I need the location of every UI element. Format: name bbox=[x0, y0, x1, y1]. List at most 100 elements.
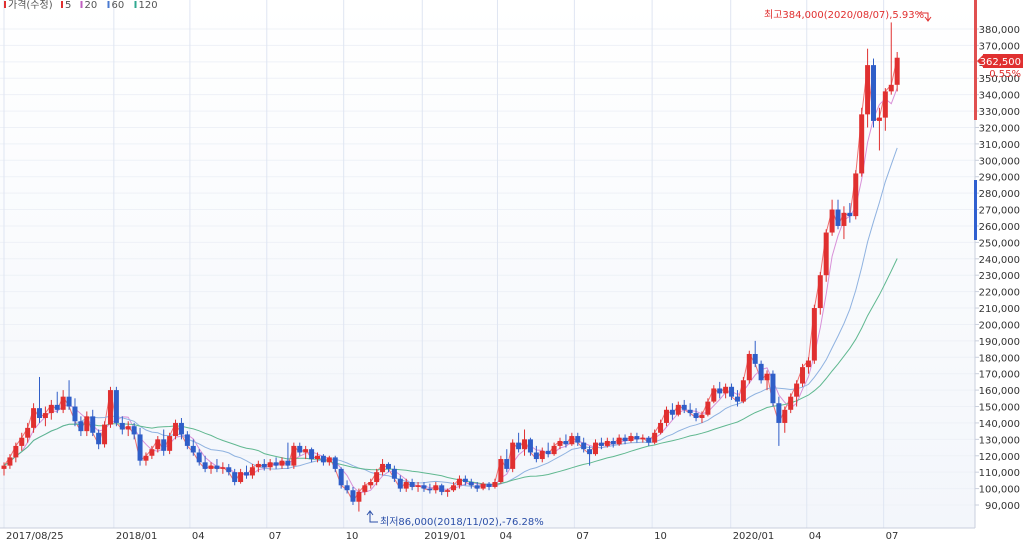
candle bbox=[190, 439, 196, 456]
candle bbox=[279, 457, 285, 469]
candle bbox=[646, 436, 652, 446]
candle bbox=[705, 398, 711, 417]
price-badge-text: 362,500 bbox=[980, 57, 1021, 68]
candle bbox=[545, 442, 551, 458]
candle-body bbox=[173, 422, 179, 437]
candle bbox=[888, 22, 894, 95]
candle bbox=[628, 432, 634, 443]
candle bbox=[610, 437, 616, 448]
candle bbox=[397, 475, 403, 492]
candle bbox=[859, 107, 865, 177]
candle-body bbox=[320, 455, 326, 463]
y-tick-label: 340,000 bbox=[979, 91, 1020, 102]
candle-body bbox=[350, 490, 356, 502]
candle bbox=[244, 465, 250, 479]
candle-body bbox=[752, 353, 758, 364]
candle-body bbox=[125, 426, 131, 430]
candle-body bbox=[161, 439, 167, 451]
candle-body bbox=[25, 427, 31, 438]
candle-body bbox=[332, 457, 338, 469]
candle-body bbox=[758, 363, 764, 381]
candle bbox=[149, 445, 155, 460]
candle bbox=[202, 455, 208, 473]
candle-body bbox=[462, 478, 468, 483]
x-tick-label: 07 bbox=[269, 531, 282, 541]
candle bbox=[403, 478, 409, 492]
candle bbox=[31, 403, 37, 433]
candle bbox=[13, 442, 19, 463]
candle bbox=[533, 445, 539, 463]
candle-body bbox=[214, 465, 220, 469]
candle-body bbox=[84, 416, 90, 432]
candle bbox=[794, 380, 800, 407]
candle bbox=[817, 271, 823, 315]
y-tick-label: 310,000 bbox=[979, 140, 1020, 151]
candle-body bbox=[835, 209, 841, 226]
candle bbox=[504, 449, 510, 473]
candle bbox=[841, 206, 847, 240]
candle bbox=[374, 468, 380, 486]
candle-body bbox=[575, 436, 581, 443]
candle-body bbox=[504, 459, 510, 469]
candle bbox=[445, 488, 451, 497]
candle bbox=[131, 422, 137, 440]
candle bbox=[54, 391, 60, 414]
candle bbox=[255, 460, 261, 473]
candle-body bbox=[403, 482, 409, 489]
candle-body bbox=[421, 485, 427, 489]
y-tick-label: 160,000 bbox=[979, 386, 1020, 397]
candle bbox=[876, 107, 882, 151]
candle bbox=[474, 482, 480, 492]
candle-body bbox=[794, 383, 800, 397]
candle-body bbox=[1, 465, 7, 469]
candle-body bbox=[705, 401, 711, 415]
candle bbox=[551, 442, 557, 456]
candle bbox=[510, 439, 516, 473]
candle-body bbox=[445, 490, 451, 492]
candle bbox=[717, 381, 723, 399]
candle bbox=[468, 478, 474, 489]
candle bbox=[125, 421, 131, 437]
candle bbox=[634, 432, 640, 443]
candle-body bbox=[675, 404, 681, 415]
candle-body bbox=[865, 65, 871, 115]
candle-body bbox=[800, 367, 806, 384]
candle bbox=[882, 88, 888, 131]
candle-body bbox=[604, 440, 610, 446]
candle-body bbox=[13, 445, 19, 458]
ma120-line bbox=[3, 258, 898, 486]
ma60-line bbox=[3, 147, 898, 487]
y-tick-label: 150,000 bbox=[979, 403, 1020, 414]
candle bbox=[167, 432, 173, 455]
y-tick-label: 350,000 bbox=[979, 74, 1020, 85]
x-tick-label: 10 bbox=[346, 531, 359, 541]
y-tick-label: 180,000 bbox=[979, 353, 1020, 364]
candle-body bbox=[468, 482, 474, 486]
candle-body bbox=[498, 459, 504, 483]
candle bbox=[693, 408, 699, 422]
candle bbox=[173, 419, 179, 440]
candle-body bbox=[740, 380, 746, 402]
candle-body bbox=[48, 404, 54, 414]
candle bbox=[368, 478, 374, 489]
candle bbox=[788, 393, 794, 414]
candle bbox=[285, 442, 291, 469]
candle bbox=[362, 482, 368, 496]
candle-body bbox=[853, 173, 859, 217]
candle-body bbox=[527, 439, 533, 453]
candle bbox=[587, 445, 593, 466]
candle bbox=[811, 304, 817, 364]
candle-body bbox=[267, 462, 273, 468]
y-tick-label: 330,000 bbox=[979, 107, 1020, 118]
candle-body bbox=[717, 388, 723, 394]
candle-body bbox=[687, 409, 693, 414]
candle bbox=[119, 416, 125, 435]
legend-label: 5 bbox=[65, 0, 71, 11]
candle bbox=[380, 459, 386, 476]
x-tick-label: 2017/08/25 bbox=[6, 531, 64, 541]
candle-body bbox=[78, 421, 84, 432]
candle bbox=[326, 455, 332, 466]
candle-body bbox=[764, 373, 770, 381]
candle-body bbox=[167, 436, 173, 451]
